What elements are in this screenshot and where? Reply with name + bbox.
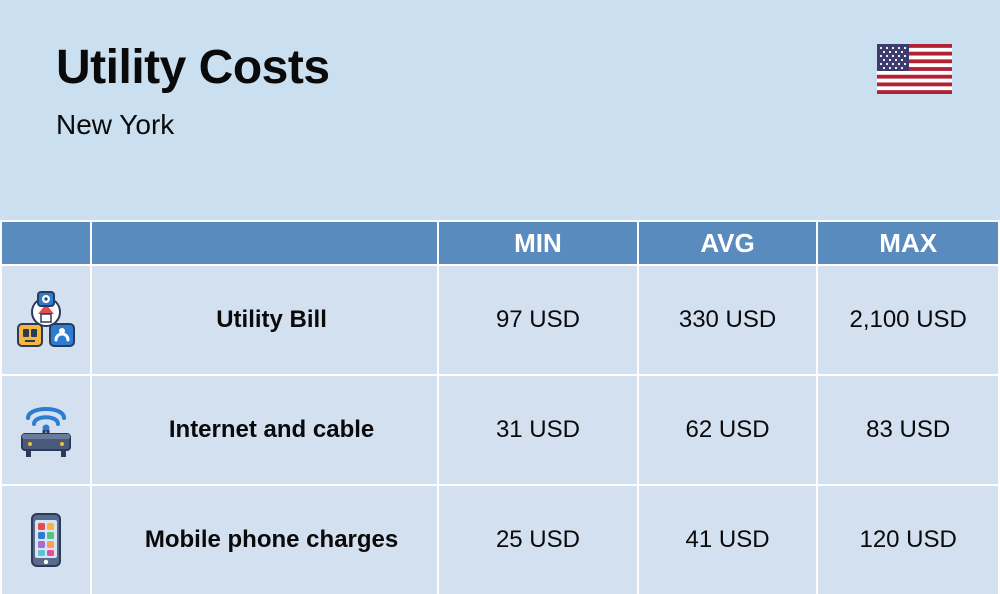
- utility-bill-icon: [14, 288, 78, 352]
- row-min: 31 USD: [438, 375, 638, 485]
- utility-costs-table: MIN AVG MAX: [0, 220, 1000, 594]
- row-max: 120 USD: [817, 485, 999, 594]
- row-min: 25 USD: [438, 485, 638, 594]
- row-icon-cell: [1, 485, 91, 594]
- page-subtitle: New York: [56, 109, 944, 141]
- table-header-row: MIN AVG MAX: [1, 221, 999, 265]
- col-header-min: MIN: [438, 221, 638, 265]
- col-header-icon: [1, 221, 91, 265]
- col-header-label: [91, 221, 438, 265]
- row-label: Mobile phone charges: [91, 485, 438, 594]
- us-flag-icon: [877, 44, 952, 94]
- col-header-avg: AVG: [638, 221, 818, 265]
- table-row: Mobile phone charges 25 USD 41 USD 120 U…: [1, 485, 999, 594]
- table-row: Internet and cable 31 USD 62 USD 83 USD: [1, 375, 999, 485]
- internet-icon: [14, 398, 78, 462]
- page-title: Utility Costs: [56, 40, 944, 95]
- table-row: Utility Bill 97 USD 330 USD 2,100 USD: [1, 265, 999, 375]
- row-icon-cell: [1, 265, 91, 375]
- row-max: 83 USD: [817, 375, 999, 485]
- header: Utility Costs New York: [0, 0, 1000, 220]
- row-max: 2,100 USD: [817, 265, 999, 375]
- mobile-phone-icon: [14, 508, 78, 572]
- col-header-max: MAX: [817, 221, 999, 265]
- row-avg: 330 USD: [638, 265, 818, 375]
- row-label: Internet and cable: [91, 375, 438, 485]
- row-avg: 41 USD: [638, 485, 818, 594]
- row-icon-cell: [1, 375, 91, 485]
- row-min: 97 USD: [438, 265, 638, 375]
- row-avg: 62 USD: [638, 375, 818, 485]
- row-label: Utility Bill: [91, 265, 438, 375]
